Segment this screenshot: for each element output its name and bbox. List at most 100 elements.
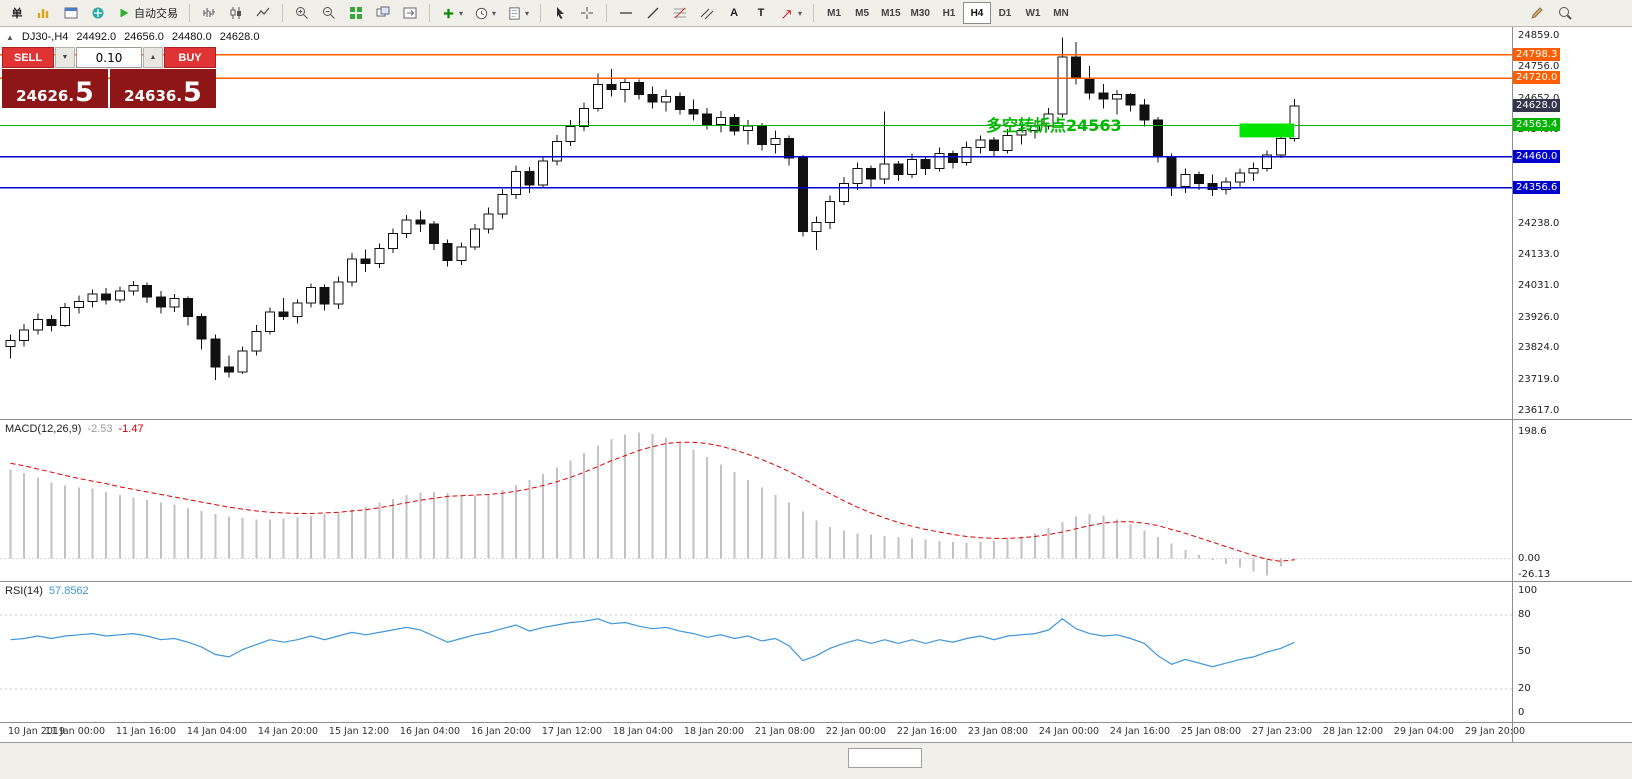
chart-annotation[interactable]: 多空转折点24563 xyxy=(986,116,1122,135)
rsi-chart[interactable] xyxy=(0,582,1512,722)
time-axis-label: 16 Jan 04:00 xyxy=(399,726,461,737)
rsi-axis-tick: 80 xyxy=(1518,609,1531,621)
time-axis-label: 28 Jan 12:00 xyxy=(1322,726,1384,737)
status-box[interactable] xyxy=(848,748,922,768)
trendline-icon[interactable] xyxy=(640,2,666,24)
timeframe-h4-button[interactable]: H4 xyxy=(962,2,991,24)
one-click-collapse-icon[interactable]: ▲ xyxy=(6,32,14,42)
macd-signal-line xyxy=(10,441,1295,562)
rsi-axis-tick: 20 xyxy=(1518,682,1531,694)
timeframe-w1-button[interactable]: W1 xyxy=(1019,2,1047,24)
macd-axis-tick: 0.00 xyxy=(1518,552,1541,564)
indicators-button[interactable]: ▾ xyxy=(436,2,468,24)
time-axis-label: 22 Jan 16:00 xyxy=(896,726,958,737)
ohlc-low: 24480.0 xyxy=(171,31,212,43)
macd-name: MACD(12,26,9) xyxy=(5,423,82,435)
fibonacci-icon[interactable] xyxy=(667,2,693,24)
navigator-icon[interactable] xyxy=(85,2,111,24)
zoom-in-icon[interactable] xyxy=(289,2,315,24)
timeframe-m1-button[interactable]: M1 xyxy=(820,2,848,24)
rsi-axis-tick: 0 xyxy=(1518,707,1525,719)
time-axis-label: 22 Jan 00:00 xyxy=(825,726,887,737)
volume-up-button[interactable]: ▲ xyxy=(143,47,163,68)
buy-price-whole: 24636 xyxy=(124,87,177,105)
timeframe-mn-button[interactable]: MN xyxy=(1047,2,1075,24)
crosshair-icon[interactable] xyxy=(574,2,600,24)
text-tool-button[interactable]: A xyxy=(721,2,747,24)
line-chart-icon[interactable] xyxy=(250,2,276,24)
auto-scroll-icon[interactable] xyxy=(370,2,396,24)
tile-windows-icon[interactable] xyxy=(343,2,369,24)
price-axis-tick: 24133.0 xyxy=(1518,249,1560,261)
time-axis-label: 11 Jan 16:00 xyxy=(115,726,177,737)
symbol-name: DJ30-,H4 xyxy=(21,31,69,43)
search-icon[interactable] xyxy=(1552,2,1578,24)
horizontal-line-icon[interactable] xyxy=(613,2,639,24)
market-watch-icon[interactable] xyxy=(31,2,57,24)
bar-chart-icon[interactable] xyxy=(196,2,222,24)
highlight-rect xyxy=(1239,123,1295,138)
buy-button[interactable]: BUY xyxy=(164,47,216,68)
rsi-label: RSI(14) 57.8562 xyxy=(5,585,89,597)
toolbar-separator xyxy=(813,4,815,22)
price-level-label: 24356.6 xyxy=(1513,180,1561,194)
volume-down-button[interactable]: ▼ xyxy=(55,47,75,68)
templates-button[interactable]: ▾ xyxy=(502,2,534,24)
macd-chart[interactable] xyxy=(0,420,1512,581)
new-order-button[interactable]: 单 xyxy=(4,2,30,24)
toolbar-separator xyxy=(606,4,608,22)
candlestick-chart-icon[interactable] xyxy=(223,2,249,24)
price-axis-tick: 24238.0 xyxy=(1518,217,1560,229)
time-axis[interactable]: 10 Jan 2019 11 Jan 00:00 11 Jan 16:00 14 Ja… xyxy=(0,723,1525,742)
zoom-out-icon[interactable] xyxy=(316,2,342,24)
volume-input[interactable] xyxy=(76,47,142,68)
level-lines xyxy=(0,54,1512,189)
sell-price-pip: 5 xyxy=(75,77,94,109)
buy-price[interactable]: 24636. 5 xyxy=(110,69,216,108)
label-tool-button[interactable]: T xyxy=(748,2,774,24)
price-axis-tick: 23824.0 xyxy=(1518,342,1560,354)
pane-separator[interactable] xyxy=(0,581,1632,582)
timeframe-m5-button[interactable]: M5 xyxy=(848,2,876,24)
auto-trading-button[interactable]: 自动交易 xyxy=(112,2,183,24)
pane-separator[interactable] xyxy=(0,419,1632,420)
channel-icon[interactable] xyxy=(694,2,720,24)
time-axis-label: 18 Jan 04:00 xyxy=(612,726,674,737)
time-axis-label: 24 Jan 00:00 xyxy=(1038,726,1100,737)
time-axis-label: 29 Jan 20:00 xyxy=(1464,726,1526,737)
ohlc-high: 24656.0 xyxy=(124,31,164,43)
rsi-name: RSI(14) xyxy=(5,585,43,597)
macd-signal-value: -1.47 xyxy=(118,423,144,435)
time-axis-label: 21 Jan 08:00 xyxy=(754,726,816,737)
timeframe-h1-button[interactable]: H1 xyxy=(935,2,963,24)
timeframe-m15-button[interactable]: M15 xyxy=(876,2,905,24)
chevron-down-icon: ▾ xyxy=(525,8,530,18)
main-toolbar: 单 自动交易 ▾ ▾ ▾ A T ▾ M1 M5 M15 M30 H1 H4 D1 W1 MN xyxy=(0,0,1632,27)
sell-price-whole: 24626 xyxy=(16,87,69,105)
time-axis-border xyxy=(0,722,1632,723)
time-axis-label: 18 Jan 20:00 xyxy=(683,726,745,737)
time-axis-label: 29 Jan 04:00 xyxy=(1393,726,1455,737)
chart-shift-icon[interactable] xyxy=(397,2,423,24)
arrows-button[interactable]: ▾ xyxy=(775,2,807,24)
macd-axis-tick: 198.6 xyxy=(1518,426,1547,438)
timeframe-d1-button[interactable]: D1 xyxy=(991,2,1019,24)
sell-button[interactable]: SELL xyxy=(2,47,54,68)
time-axis-label: 25 Jan 08:00 xyxy=(1180,726,1242,737)
chart-title: ▲ DJ30-,H4 24492.0 24656.0 24480.0 24628… xyxy=(6,31,259,43)
price-axis-tick: 24342.0 xyxy=(1518,186,1560,198)
candlesticks xyxy=(5,37,1300,381)
edit-icon[interactable] xyxy=(1524,2,1550,24)
sell-price[interactable]: 24626. 5 xyxy=(2,69,108,108)
macd-label: MACD(12,26,9) -2.53 -1.47 xyxy=(5,423,144,435)
ohlc-open: 24492.0 xyxy=(76,31,117,43)
data-window-icon[interactable] xyxy=(58,2,84,24)
rsi-axis-tick: 50 xyxy=(1518,646,1531,657)
time-axis-label: 16 Jan 20:00 xyxy=(470,726,532,737)
cursor-icon[interactable] xyxy=(547,2,573,24)
periods-button[interactable]: ▾ xyxy=(469,2,501,24)
timeframe-m30-button[interactable]: M30 xyxy=(906,2,935,24)
price-chart[interactable] xyxy=(0,27,1512,419)
price-axis-tick: 23617.0 xyxy=(1518,404,1560,416)
price-level-label: 24720.0 xyxy=(1513,71,1561,85)
